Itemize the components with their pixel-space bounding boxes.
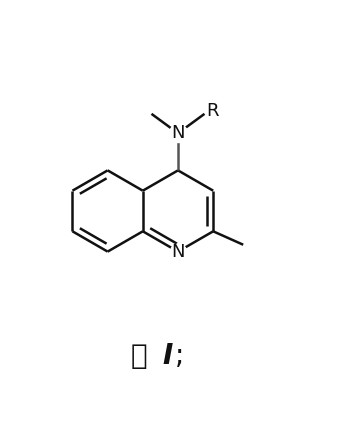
Text: N: N	[171, 243, 185, 261]
Text: R: R	[206, 102, 219, 120]
Text: I: I	[162, 342, 172, 370]
Text: ;: ;	[174, 342, 184, 370]
Text: N: N	[171, 124, 185, 142]
Text: 式: 式	[131, 342, 157, 370]
